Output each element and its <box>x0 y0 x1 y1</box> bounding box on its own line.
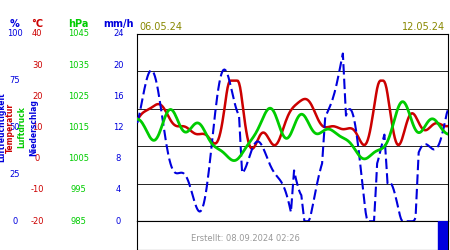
Text: hPa: hPa <box>68 19 89 29</box>
Text: 40: 40 <box>32 29 43 38</box>
Text: Niederschlag: Niederschlag <box>29 99 38 156</box>
Text: 25: 25 <box>9 170 20 179</box>
Text: Luftfeuchtigkeit: Luftfeuchtigkeit <box>0 92 6 162</box>
Bar <box>438 221 448 250</box>
Text: Luftdruck: Luftdruck <box>17 106 26 148</box>
Text: 995: 995 <box>71 186 86 194</box>
Text: 100: 100 <box>7 29 22 38</box>
Text: 12.05.24: 12.05.24 <box>402 22 446 32</box>
Text: 0: 0 <box>12 217 18 226</box>
Text: 50: 50 <box>9 123 20 132</box>
Text: 06.05.24: 06.05.24 <box>140 22 183 32</box>
Text: 1005: 1005 <box>68 154 89 163</box>
Text: 20: 20 <box>32 92 43 101</box>
Text: 0: 0 <box>116 217 121 226</box>
Text: Erstellt: 08.09.2024 02:26: Erstellt: 08.09.2024 02:26 <box>192 234 300 243</box>
Text: 12: 12 <box>113 123 124 132</box>
Text: -10: -10 <box>31 186 44 194</box>
Text: 30: 30 <box>32 60 43 70</box>
Text: 75: 75 <box>9 76 20 85</box>
Text: 10: 10 <box>32 123 43 132</box>
Text: 1015: 1015 <box>68 123 89 132</box>
Text: °C: °C <box>32 19 43 29</box>
Text: 16: 16 <box>113 92 124 101</box>
Text: 1045: 1045 <box>68 29 89 38</box>
Text: 4: 4 <box>116 186 121 194</box>
Text: 1035: 1035 <box>68 60 89 70</box>
Text: 24: 24 <box>113 29 124 38</box>
Text: 0: 0 <box>35 154 40 163</box>
Text: 20: 20 <box>113 60 124 70</box>
Text: 1025: 1025 <box>68 92 89 101</box>
Text: Temperatur: Temperatur <box>5 102 14 152</box>
Text: 985: 985 <box>71 217 87 226</box>
Text: %: % <box>10 19 20 29</box>
Text: 8: 8 <box>116 154 121 163</box>
Text: -20: -20 <box>31 217 44 226</box>
Text: mm/h: mm/h <box>103 19 134 29</box>
